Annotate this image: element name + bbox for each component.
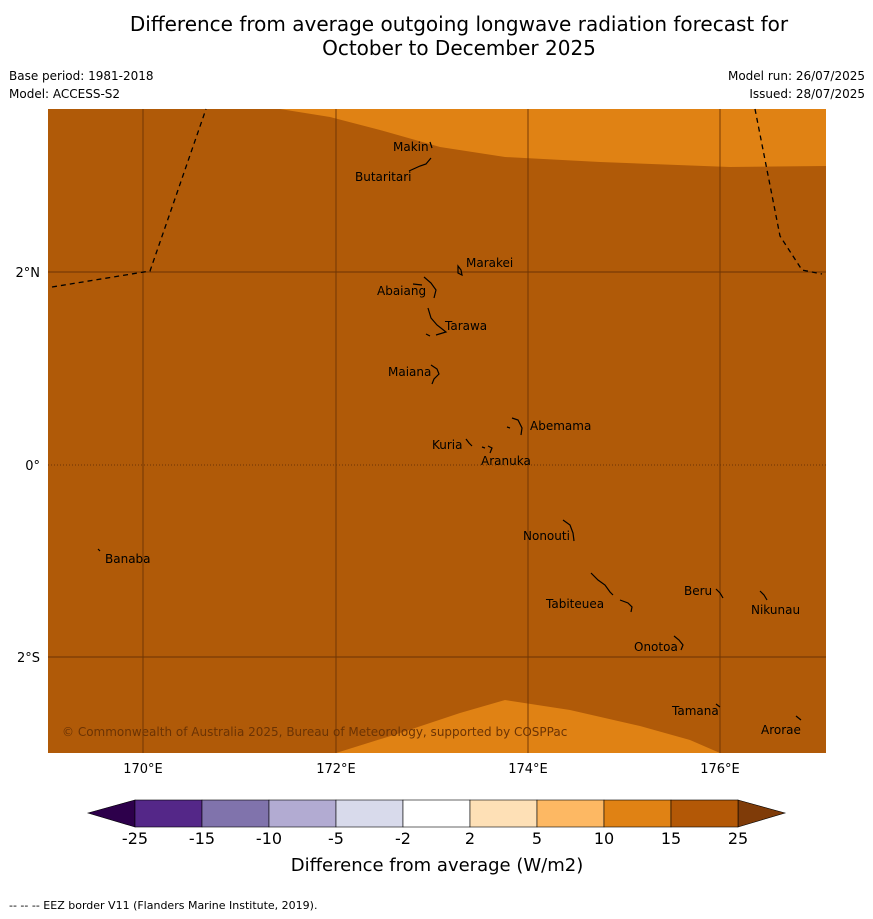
map-title: Difference from average outgoing longwav… (0, 12, 873, 60)
label-onotoa: Onotoa (634, 640, 678, 654)
island-butaritari (408, 157, 432, 172)
colorbar-cell (402, 799, 471, 828)
island-banaba (97, 548, 101, 552)
base-period: Base period: 1981-2018 (9, 69, 154, 83)
anomaly-field-15-25 (48, 109, 826, 753)
island-aranuka (481, 445, 493, 454)
lon-axis-labels: 170°E 172°E 174°E 176°E (123, 762, 740, 777)
colorbar-cell (603, 799, 672, 828)
eez-border-east (754, 108, 823, 275)
colorbar-tick-label: -2 (395, 829, 411, 848)
colorbar-cell (670, 799, 739, 828)
island-maiana (430, 364, 440, 385)
label-arorae: Arorae (761, 723, 801, 737)
model-name: Model: ACCESS-S2 (9, 87, 121, 101)
colorbar-tick-label: 2 (465, 829, 475, 848)
label-marakei: Marakei (466, 256, 513, 270)
label-tarawa: Tarawa (444, 319, 487, 333)
eez-border-west (51, 108, 207, 288)
island-marakei (457, 264, 463, 277)
island-nikunau (759, 590, 768, 601)
island-abemama (506, 417, 523, 436)
label-aranuka: Aranuka (481, 454, 531, 468)
lat-label-2n: 2°N (16, 266, 41, 281)
anomaly-field-10-15-north (280, 109, 826, 167)
colorbar-tick-label: -15 (189, 829, 215, 848)
label-banaba: Banaba (105, 552, 151, 566)
colorbar-over-arrow (737, 799, 787, 828)
meta-left: Base period: 1981-2018 Model: ACCESS-S2 (9, 67, 154, 103)
label-beru: Beru (684, 584, 712, 598)
lat-axis-labels: 2°N 0° 2°S (16, 266, 41, 666)
colorbar-tick-label: 10 (594, 829, 614, 848)
colorbar-tick-label: -25 (122, 829, 148, 848)
colorbar-tick-label: 5 (532, 829, 542, 848)
label-tabiteuea: Tabiteuea (545, 597, 604, 611)
label-tamana: Tamana (671, 704, 719, 718)
eez-border (51, 108, 823, 288)
lat-label-2s: 2°S (17, 651, 40, 666)
title-line-1: Difference from average outgoing longwav… (129, 12, 789, 36)
lon-label-172e: 172°E (316, 762, 356, 777)
island-beru (715, 588, 724, 599)
copyright-notice: © Commonwealth of Australia 2025, Bureau… (62, 725, 567, 739)
lon-label-176e: 176°E (700, 762, 740, 777)
colorbar-cell (201, 799, 270, 828)
island-tarawa (425, 307, 448, 337)
colorbar-label: Difference from average (W/m2) (291, 855, 583, 876)
lon-label-170e: 170°E (123, 762, 163, 777)
colorbar: -25 -15 -10 -5 -2 2 5 10 15 25 Difference from av… (86, 799, 787, 876)
label-nonouti: Nonouti (523, 529, 570, 543)
colorbar-cell (469, 799, 538, 828)
colorbar-under-arrow (86, 799, 136, 828)
label-abemama: Abemama (530, 419, 591, 433)
label-maiana: Maiana (388, 365, 431, 379)
meta-right: Model run: 26/07/2025 Issued: 28/07/2025 (728, 67, 865, 103)
island-arorae (795, 715, 802, 721)
island-onotoa (673, 635, 684, 651)
colorbar-tick-labels: -25 -15 -10 -5 -2 2 5 10 15 25 (122, 829, 748, 848)
label-makin: Makin (393, 140, 429, 154)
colorbar-tick-label: -5 (328, 829, 344, 848)
colorbar-cell (536, 799, 605, 828)
lon-label-174e: 174°E (508, 762, 548, 777)
island-abaiang (412, 276, 437, 299)
island-tabiteuea (590, 572, 633, 613)
island-nonouti (562, 519, 575, 542)
label-butaritari: Butaritari (355, 170, 412, 184)
model-run: Model run: 26/07/2025 (727, 69, 865, 83)
colorbar-cell (335, 799, 404, 828)
label-abaiang: Abaiang (377, 284, 426, 298)
island-tamana (715, 703, 721, 708)
colorbar-cell (134, 799, 203, 828)
issued-date: Issued: 28/07/2025 (749, 87, 865, 101)
colorbar-tick-label: -10 (256, 829, 282, 848)
label-kuria: Kuria (432, 438, 463, 452)
colorbar-tick-label: 25 (728, 829, 748, 848)
colorbar-cells (134, 799, 739, 828)
island-kuria (465, 438, 473, 447)
colorbar-cell (268, 799, 337, 828)
label-nikunau: Nikunau (751, 603, 800, 617)
island-makin (429, 141, 433, 149)
lat-label-0: 0° (25, 459, 40, 474)
island-outlines (97, 141, 802, 721)
colorbar-tick-label: 15 (661, 829, 681, 848)
grid-lines (48, 109, 826, 753)
eez-footnote: -- -- -- EEZ border V11 (Flanders Marine… (9, 899, 318, 912)
place-labels: Makin Butaritari Marakei Abaiang Tarawa … (105, 140, 801, 737)
title-line-2: October to December 2025 (322, 36, 596, 60)
